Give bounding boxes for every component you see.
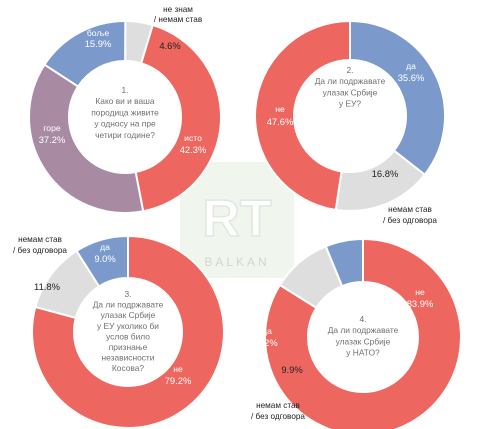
question-text: Да ли подржавате: [315, 76, 386, 86]
slice-label: исто: [184, 133, 202, 143]
slice-label: не: [415, 287, 425, 297]
question-text: независности: [102, 353, 155, 363]
slice-label: не: [173, 364, 183, 374]
slice-value: 16.8%: [372, 168, 399, 179]
slice-value: 79.2%: [165, 375, 192, 386]
slice-value: 11.8%: [34, 281, 60, 292]
question-text: признање: [109, 342, 148, 352]
slice-value: 47.6%: [267, 116, 294, 127]
question-text: улазак Србије: [101, 310, 156, 320]
slice-value: 35.6%: [398, 72, 425, 83]
slice-value: 15.9%: [85, 38, 112, 49]
question-text: у ЕУ?: [339, 99, 361, 109]
slice-value: 9.0%: [94, 253, 115, 264]
slice-label: горе: [43, 123, 61, 133]
slice-label-external: / без одговора: [251, 412, 305, 421]
question-text: 2.: [347, 65, 354, 75]
donut-slice: [31, 234, 225, 429]
question-text: улазак Србије: [323, 87, 378, 97]
question-text: Да ли подржавате: [328, 325, 399, 335]
slice-value: 42.3%: [180, 144, 207, 155]
slice-label-external: / без одговора: [383, 216, 437, 225]
slice-label: да: [100, 242, 110, 252]
donut-slice: [324, 237, 364, 288]
question-text: породица живите: [91, 107, 159, 117]
slice-value: 6.2%: [256, 337, 277, 348]
donut-slice: [349, 19, 447, 177]
question-text: Косова?: [112, 363, 144, 373]
question-text: у односу на пре: [94, 119, 156, 129]
donut-slice: [28, 63, 145, 214]
slice-label: боље: [87, 28, 109, 38]
slice-value: 83.9%: [407, 298, 434, 309]
donut-slice: [134, 23, 222, 213]
slice-label-external: немам став: [388, 205, 432, 214]
donut-slice: [75, 234, 129, 288]
slice-label: да: [262, 326, 272, 336]
question-text: услов било: [106, 331, 150, 341]
question-text: четири године?: [95, 130, 155, 140]
question-text: у ЕУ уколико би: [97, 321, 159, 331]
watermark-backdrop: [180, 162, 294, 278]
rt-balkan-watermark: RT BALKAN: [180, 162, 294, 278]
question-text: Да ли подржавате: [93, 300, 164, 310]
donut-slice: [264, 237, 462, 429]
question-text: улазак Србије: [336, 336, 391, 346]
slice-label-external: немам став: [256, 401, 300, 410]
question-text: Како ви и ваша: [95, 96, 154, 106]
slice-label: не: [275, 104, 285, 114]
slice-label-external: / без одговора: [13, 246, 67, 255]
question-text: 4.: [360, 314, 367, 324]
watermark-name: BALKAN: [204, 255, 269, 269]
slice-label-external: немам став: [18, 235, 62, 244]
question-text: у НАТО?: [346, 348, 380, 358]
question-text: 1.: [122, 85, 129, 95]
slice-label-external: / немам став: [154, 15, 202, 24]
slice-value: 37.2%: [39, 134, 66, 145]
slice-value: 4.6%: [159, 40, 180, 51]
slice-label-external: не знам: [163, 5, 193, 14]
watermark-logo: RT: [202, 190, 272, 248]
slice-value: 9.9%: [281, 364, 302, 375]
question-text: 3.: [125, 289, 132, 299]
donut-slice: [254, 19, 351, 212]
slice-label: да: [406, 61, 416, 71]
